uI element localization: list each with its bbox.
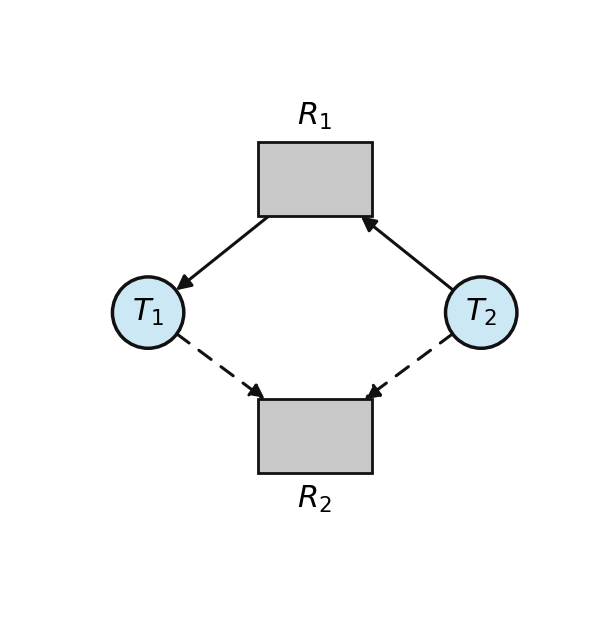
Text: $T_2$: $T_2$ bbox=[465, 297, 497, 328]
Circle shape bbox=[112, 277, 184, 348]
Text: $R_1$: $R_1$ bbox=[297, 101, 332, 132]
Text: $R_2$: $R_2$ bbox=[297, 484, 332, 515]
Text: $T_1$: $T_1$ bbox=[132, 297, 165, 328]
Bar bbox=[258, 399, 372, 473]
Bar bbox=[258, 142, 372, 216]
Circle shape bbox=[446, 277, 517, 348]
